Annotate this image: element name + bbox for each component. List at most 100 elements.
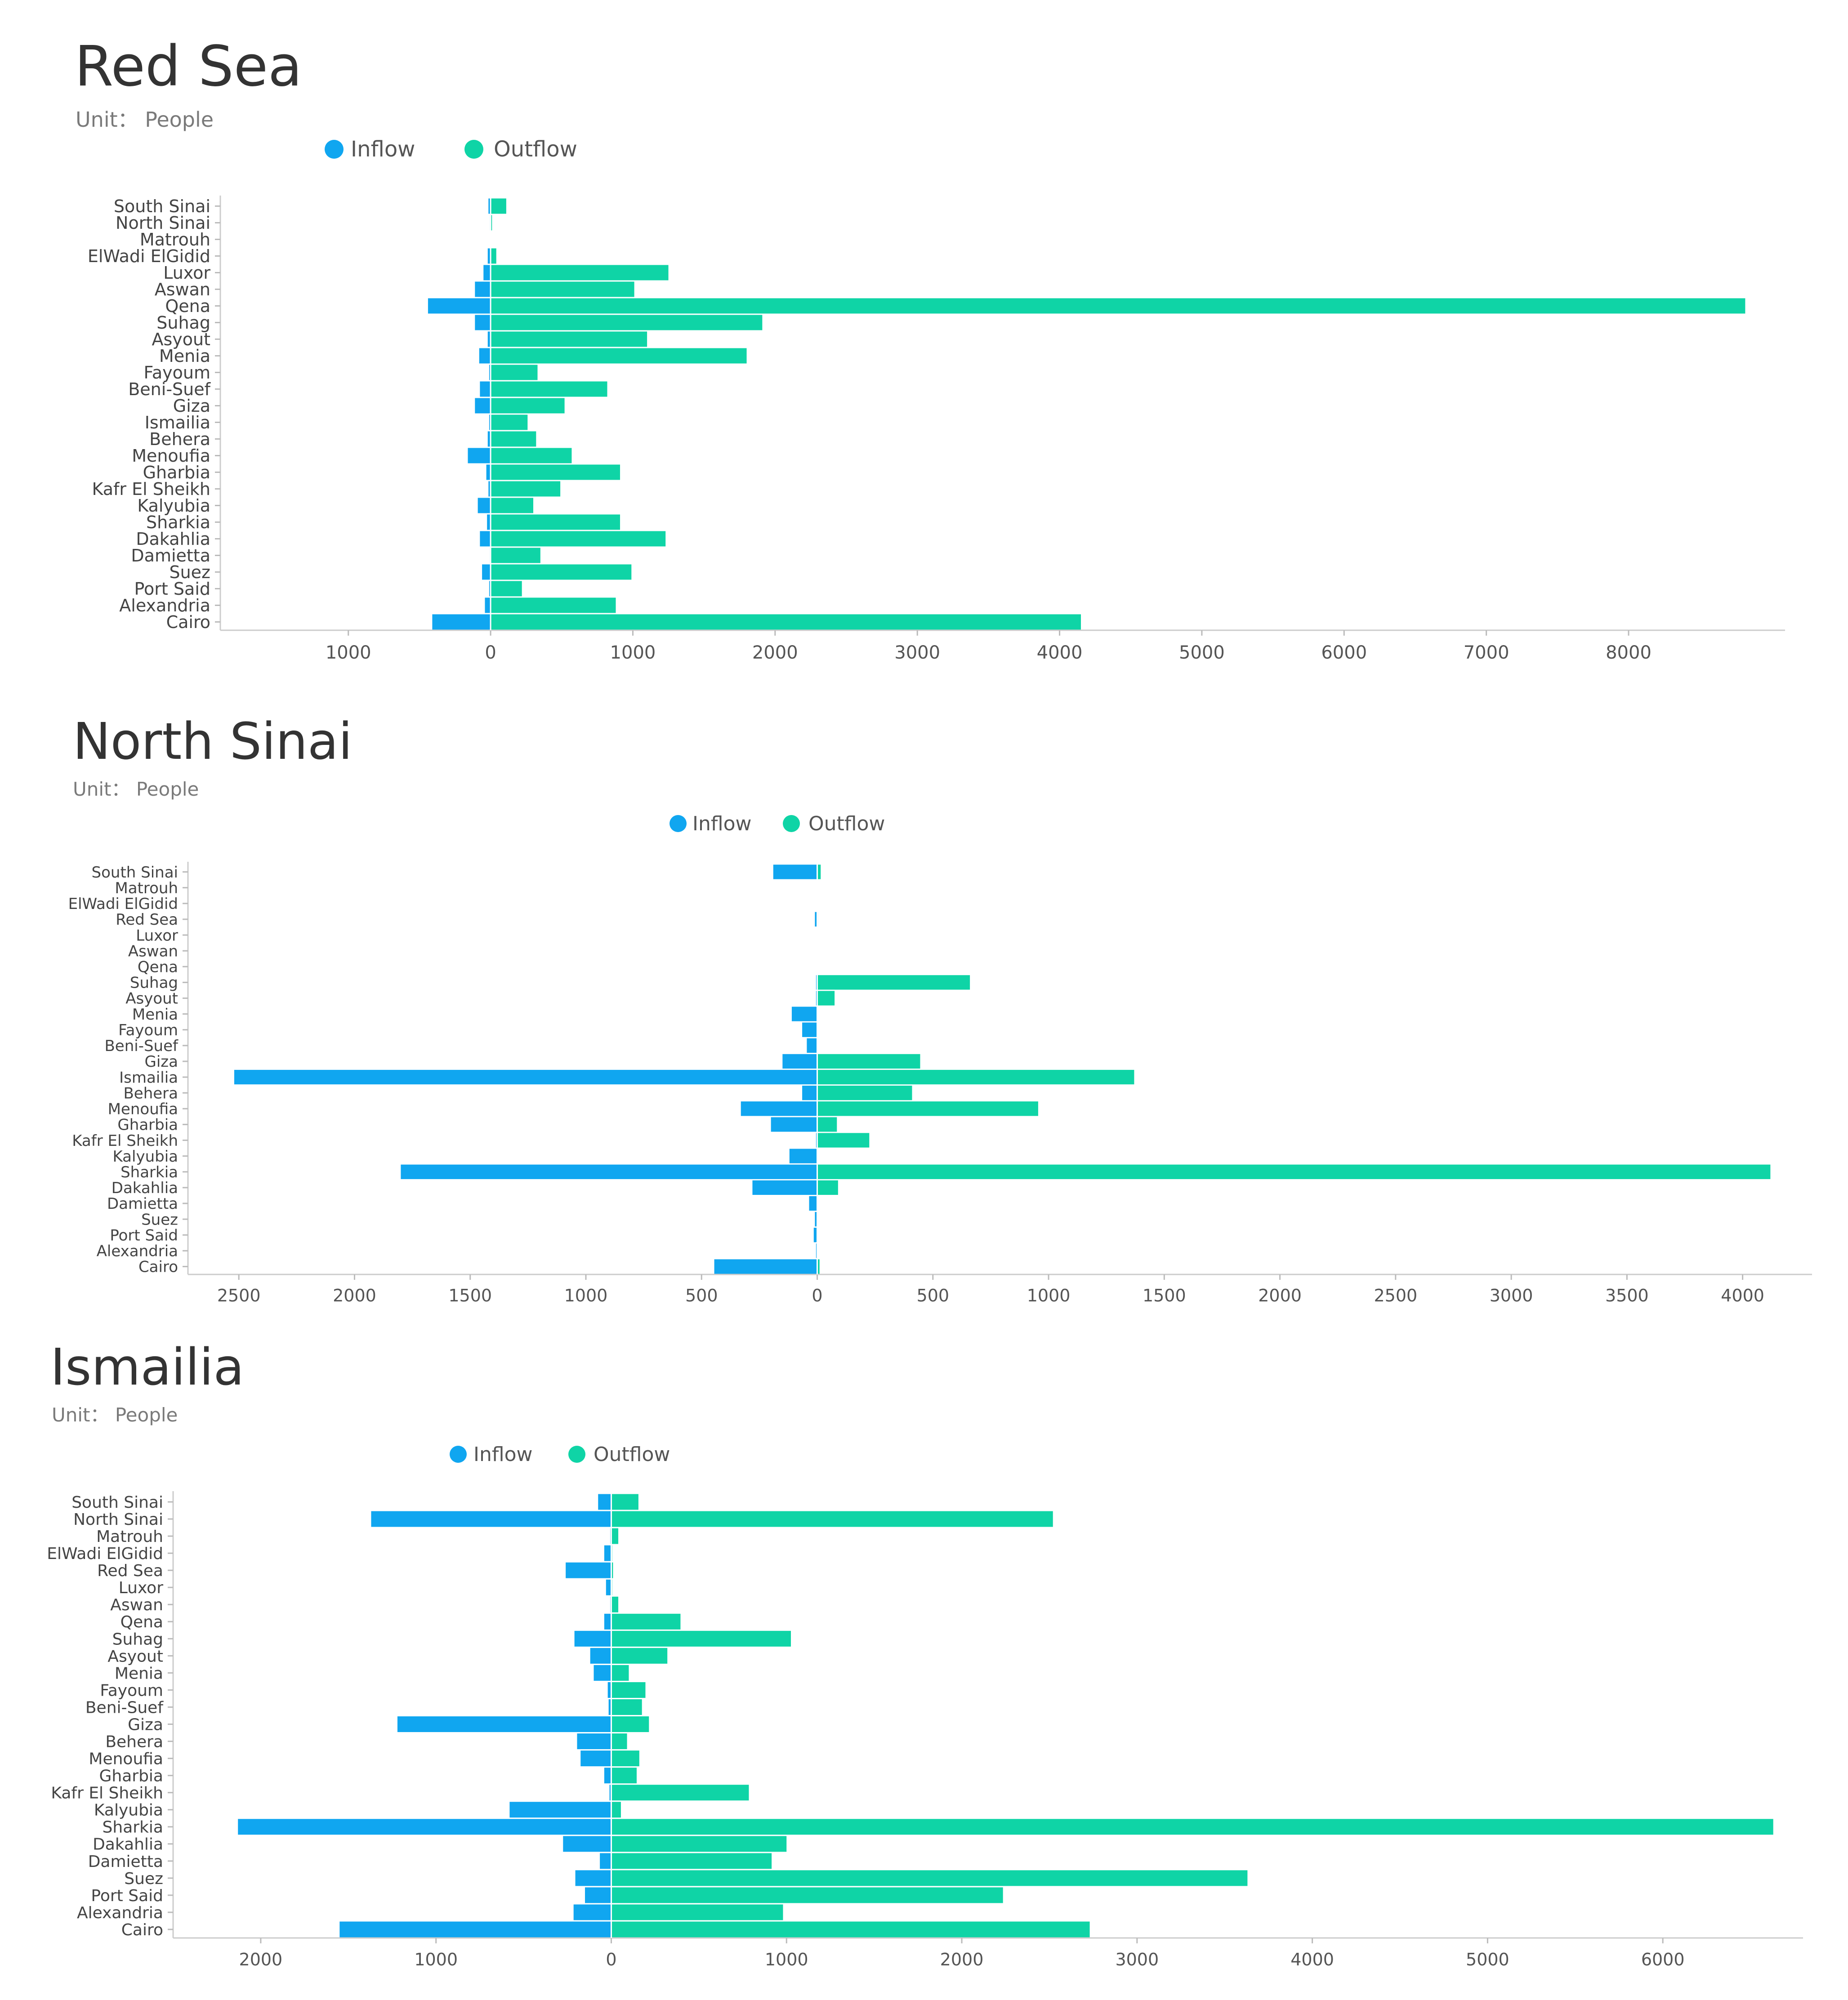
- bar-outflow[interactable]: [491, 564, 632, 580]
- bar-inflow[interactable]: [809, 1196, 817, 1211]
- legend-outflow-label[interactable]: Outflow: [594, 1443, 670, 1466]
- bar-outflow[interactable]: [491, 448, 572, 463]
- bar-inflow[interactable]: [594, 1665, 612, 1681]
- bar-outflow[interactable]: [491, 464, 620, 480]
- bar-outflow[interactable]: [611, 1887, 1003, 1903]
- bar-outflow[interactable]: [491, 614, 1081, 630]
- bar-outflow[interactable]: [611, 1716, 649, 1733]
- bar-inflow[interactable]: [397, 1716, 612, 1733]
- bar-outflow[interactable]: [611, 1596, 619, 1612]
- bar-outflow[interactable]: [611, 1802, 621, 1818]
- bar-outflow[interactable]: [491, 431, 536, 447]
- bar-outflow[interactable]: [611, 1613, 681, 1630]
- bar-inflow[interactable]: [577, 1733, 612, 1750]
- bar-outflow[interactable]: [817, 1054, 920, 1069]
- bar-inflow[interactable]: [480, 381, 491, 397]
- bar-inflow[interactable]: [604, 1613, 612, 1630]
- legend-outflow-marker[interactable]: [783, 815, 800, 832]
- bar-inflow[interactable]: [468, 448, 491, 463]
- bar-outflow[interactable]: [817, 1133, 870, 1148]
- bar-inflow[interactable]: [483, 265, 491, 281]
- bar-outflow[interactable]: [817, 991, 835, 1006]
- bar-inflow[interactable]: [574, 1630, 612, 1647]
- bar-inflow[interactable]: [488, 481, 491, 497]
- bar-outflow[interactable]: [817, 1086, 912, 1100]
- bar-inflow[interactable]: [371, 1511, 612, 1527]
- bar-outflow[interactable]: [611, 1819, 1773, 1835]
- bar-outflow[interactable]: [611, 1528, 619, 1544]
- bar-outflow[interactable]: [491, 281, 634, 297]
- bar-inflow[interactable]: [771, 1117, 817, 1132]
- bar-inflow[interactable]: [606, 1579, 612, 1595]
- chart-legend[interactable]: Inflow Outflow: [450, 1443, 670, 1466]
- bar-inflow[interactable]: [432, 614, 491, 630]
- bar-inflow[interactable]: [482, 564, 491, 580]
- bar-outflow[interactable]: [491, 514, 620, 530]
- bar-outflow[interactable]: [491, 481, 561, 497]
- bar-outflow[interactable]: [491, 331, 647, 347]
- bar-outflow[interactable]: [817, 1117, 837, 1132]
- bar-inflow[interactable]: [487, 248, 491, 264]
- bar-outflow[interactable]: [611, 1562, 613, 1578]
- bar-inflow[interactable]: [480, 531, 491, 547]
- bar-outflow[interactable]: [817, 1259, 820, 1274]
- legend-outflow-marker[interactable]: [464, 140, 483, 159]
- bar-outflow[interactable]: [491, 315, 763, 330]
- bar-outflow[interactable]: [491, 381, 607, 397]
- bar-inflow[interactable]: [487, 331, 491, 347]
- bar-inflow[interactable]: [487, 431, 491, 447]
- bar-inflow[interactable]: [815, 1212, 817, 1227]
- bar-inflow[interactable]: [802, 1022, 817, 1037]
- bar-inflow[interactable]: [608, 1699, 612, 1715]
- bar-outflow[interactable]: [611, 1836, 787, 1852]
- legend-outflow-marker[interactable]: [568, 1446, 585, 1463]
- bar-inflow[interactable]: [478, 498, 491, 513]
- bar-inflow[interactable]: [428, 298, 491, 314]
- bar-outflow[interactable]: [611, 1751, 639, 1767]
- legend-inflow-label[interactable]: Inflow: [351, 137, 415, 162]
- bar-inflow[interactable]: [489, 365, 491, 380]
- bar-inflow[interactable]: [575, 1870, 612, 1886]
- legend-inflow-marker[interactable]: [670, 815, 687, 832]
- bar-inflow[interactable]: [789, 1149, 817, 1163]
- chart-legend[interactable]: Inflow Outflow: [325, 137, 577, 162]
- bar-outflow[interactable]: [491, 215, 492, 231]
- bar-inflow[interactable]: [339, 1921, 612, 1938]
- bar-inflow[interactable]: [714, 1259, 817, 1274]
- bar-inflow[interactable]: [752, 1180, 817, 1195]
- bar-inflow[interactable]: [609, 1785, 612, 1801]
- bar-outflow[interactable]: [611, 1768, 637, 1784]
- bar-outflow[interactable]: [491, 581, 522, 597]
- bar-outflow[interactable]: [491, 298, 1745, 314]
- bar-inflow[interactable]: [807, 1038, 817, 1053]
- bar-outflow[interactable]: [611, 1904, 783, 1920]
- bar-outflow[interactable]: [611, 1648, 668, 1664]
- bar-outflow[interactable]: [817, 864, 821, 879]
- bar-outflow[interactable]: [491, 248, 496, 264]
- bar-inflow[interactable]: [782, 1054, 817, 1069]
- bar-outflow[interactable]: [611, 1785, 749, 1801]
- bar-outflow[interactable]: [491, 398, 565, 414]
- legend-outflow-label[interactable]: Outflow: [494, 137, 577, 162]
- bar-inflow[interactable]: [487, 514, 491, 530]
- bar-inflow[interactable]: [600, 1853, 612, 1869]
- bar-outflow[interactable]: [817, 1164, 1771, 1179]
- bar-inflow[interactable]: [580, 1751, 612, 1767]
- bar-inflow[interactable]: [486, 464, 491, 480]
- bar-outflow[interactable]: [611, 1630, 791, 1647]
- bar-outflow[interactable]: [491, 265, 669, 281]
- bar-inflow[interactable]: [607, 1682, 612, 1698]
- bar-inflow[interactable]: [234, 1069, 817, 1085]
- bar-inflow[interactable]: [598, 1494, 612, 1510]
- bar-outflow[interactable]: [611, 1494, 638, 1510]
- bar-outflow[interactable]: [611, 1733, 627, 1750]
- bar-inflow[interactable]: [585, 1887, 612, 1903]
- bar-outflow[interactable]: [611, 1682, 646, 1698]
- legend-inflow-label[interactable]: Inflow: [692, 812, 751, 835]
- bar-outflow[interactable]: [491, 531, 666, 547]
- bar-outflow[interactable]: [491, 597, 616, 613]
- bar-inflow[interactable]: [238, 1819, 612, 1835]
- bar-outflow[interactable]: [611, 1921, 1090, 1938]
- bar-outflow[interactable]: [611, 1665, 629, 1681]
- bar-inflow[interactable]: [604, 1545, 612, 1561]
